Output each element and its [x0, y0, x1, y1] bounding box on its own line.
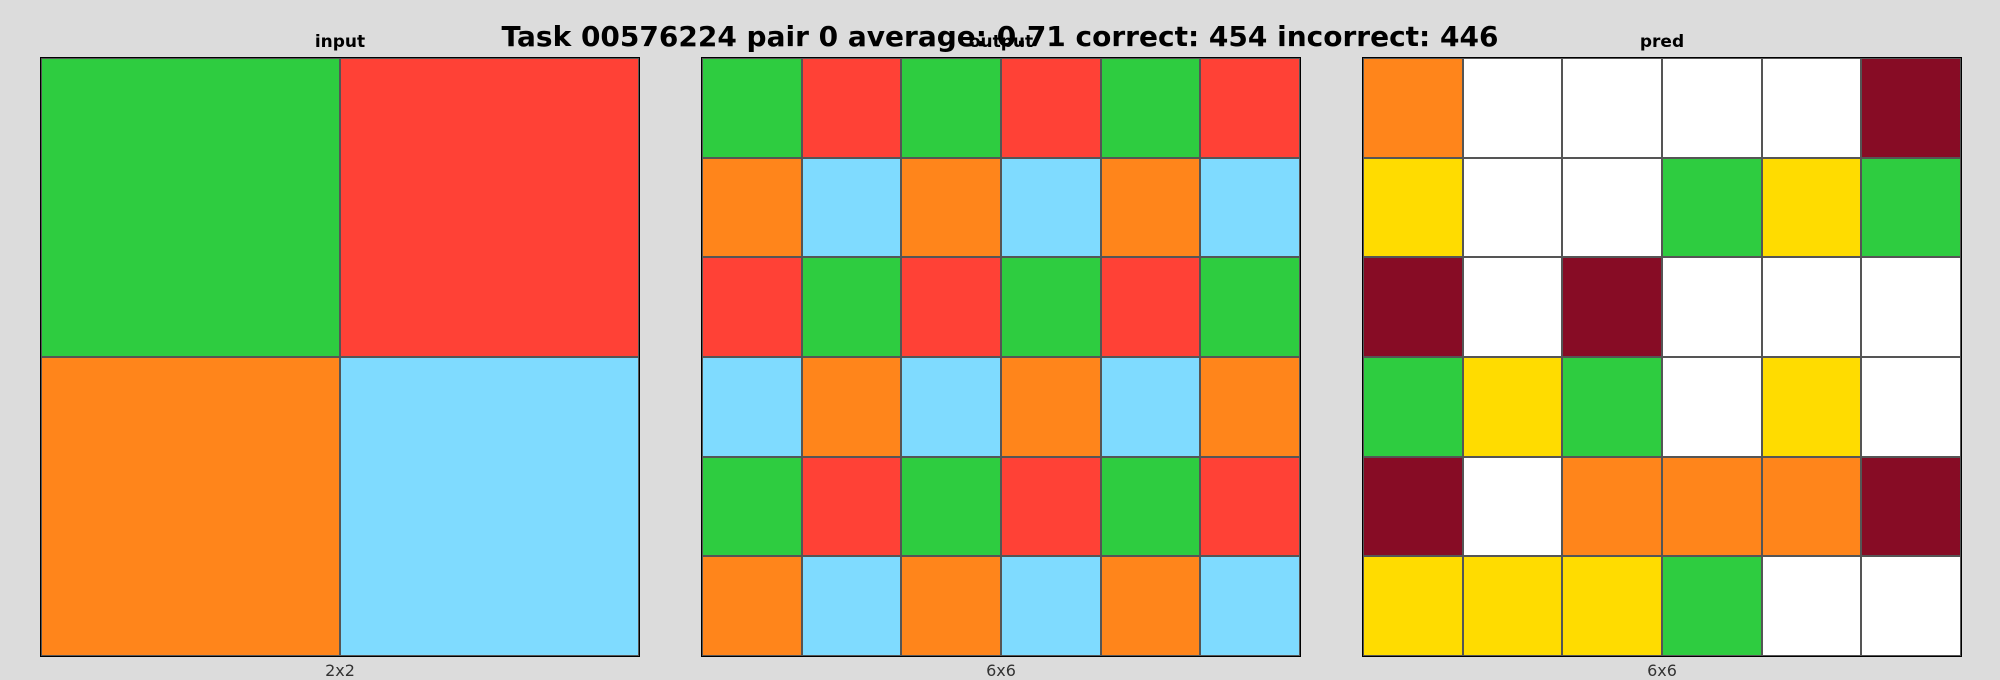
grid-cell: [801, 157, 902, 258]
grid-cell: [1200, 58, 1300, 158]
grid-cell: [1861, 556, 1961, 656]
grid-cell: [1363, 356, 1463, 457]
grid-cell: [1562, 157, 1662, 258]
grid-cell: [1000, 257, 1101, 357]
grid-cell: [1100, 556, 1201, 656]
grid-cell: [1100, 257, 1201, 357]
grid-cell: [1100, 356, 1201, 457]
page-title: Task 00576224 pair 0 average: 0.71 corre…: [501, 20, 1499, 53]
grid-cell: [901, 356, 1001, 457]
grid-cell: [702, 356, 802, 457]
grid-cell: [801, 257, 902, 357]
grid-cell: [1462, 556, 1563, 656]
grid-cell: [901, 556, 1001, 656]
grid-cell: [1562, 456, 1662, 557]
grid-cell: [1661, 257, 1762, 357]
grid-cell: [901, 58, 1001, 158]
input-grid: [40, 57, 640, 657]
grid-cell: [801, 456, 902, 557]
panel-title: pred: [1639, 32, 1685, 52]
grid-cell: [1562, 556, 1662, 656]
grid-cell: [1861, 356, 1961, 457]
grid-cell: [801, 356, 902, 457]
grid-cell: [340, 357, 639, 656]
grid-cell: [1861, 157, 1961, 258]
grid-cell: [1761, 257, 1862, 357]
grid-cell: [702, 58, 802, 158]
pred-panel: pred 6x6: [1362, 32, 1962, 680]
grid-cell: [1000, 556, 1101, 656]
grid-cell: [1200, 356, 1300, 457]
grid-cell: [1761, 356, 1862, 457]
grid-cell: [1861, 58, 1961, 158]
grid-cell: [1000, 456, 1101, 557]
grid-cell: [1761, 456, 1862, 557]
panel-title: input: [314, 32, 366, 52]
input-panel: input 2x2: [40, 32, 640, 680]
grid-cell: [702, 257, 802, 357]
grid-cell: [801, 58, 902, 158]
grid-cell: [1661, 556, 1762, 656]
grid-cell: [702, 157, 802, 258]
grid-cell: [1761, 556, 1862, 656]
grid-cell: [1562, 356, 1662, 457]
grid-cell: [1462, 58, 1563, 158]
grid-cell: [801, 556, 902, 656]
grid-cell: [1661, 356, 1762, 457]
panel-title: output: [968, 32, 1034, 52]
grid-cell: [901, 456, 1001, 557]
grid-cell: [1661, 456, 1762, 557]
grid-cell: [1861, 456, 1961, 557]
grid-cell: [1000, 356, 1101, 457]
pred-grid: [1362, 57, 1962, 657]
grid-cell: [1761, 157, 1862, 258]
grid-cell: [41, 58, 340, 357]
grid-cell: [1200, 456, 1300, 557]
grid-cell: [1200, 157, 1300, 258]
grid-cell: [1000, 157, 1101, 258]
grid-cell: [1462, 157, 1563, 258]
grid-cell: [1661, 157, 1762, 258]
grid-cell: [1761, 58, 1862, 158]
grid-cell: [1363, 157, 1463, 258]
grid-cell: [1100, 456, 1201, 557]
grid-cell: [1363, 456, 1463, 557]
grid-cell: [1200, 257, 1300, 357]
grid-cell: [41, 357, 340, 656]
grid-cell: [901, 257, 1001, 357]
grid-cell: [1562, 58, 1662, 158]
grid-cell: [1363, 58, 1463, 158]
grid-cell: [1363, 556, 1463, 656]
grid-cell: [1562, 257, 1662, 357]
output-grid: [701, 57, 1301, 657]
grid-cell: [1462, 356, 1563, 457]
grid-cell: [1661, 58, 1762, 158]
grid-cell: [1000, 58, 1101, 158]
grid-cell: [1200, 556, 1300, 656]
grid-cell: [1462, 456, 1563, 557]
grid-cell: [702, 456, 802, 557]
grid-cell: [1861, 257, 1961, 357]
grid-cell: [1100, 157, 1201, 258]
grid-cell: [1100, 58, 1201, 158]
grid-cell: [901, 157, 1001, 258]
output-panel: output 6x6: [701, 32, 1301, 680]
grid-cell: [1462, 257, 1563, 357]
grid-cell: [340, 58, 639, 357]
grid-cell: [1363, 257, 1463, 357]
grid-cell: [702, 556, 802, 656]
